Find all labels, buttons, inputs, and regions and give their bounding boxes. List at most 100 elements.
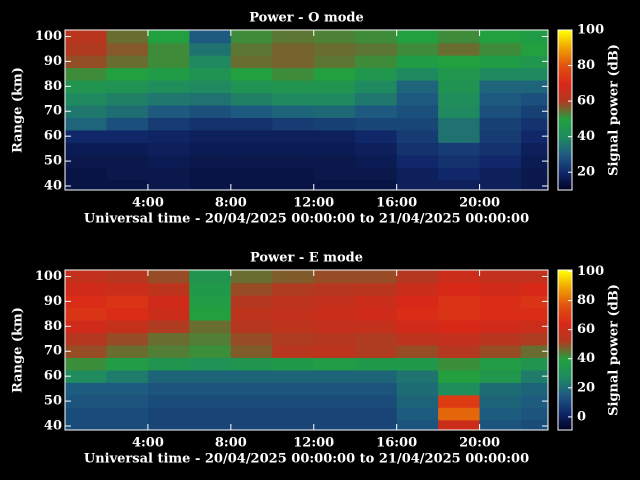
heatmap-cell	[479, 55, 522, 69]
y-tick-label: 70	[44, 344, 62, 359]
y-tick-label: 40	[44, 419, 62, 434]
heatmap-cell	[479, 80, 522, 94]
heatmap-cell	[65, 270, 107, 284]
heatmap-cell	[396, 394, 439, 408]
heatmap-cell	[313, 80, 356, 94]
heatmap-cell	[106, 394, 149, 408]
heatmap-cell	[147, 307, 190, 321]
colorbar-tick-label: 80	[577, 293, 595, 308]
heatmap-cell	[438, 357, 481, 371]
heatmap-cell	[521, 394, 548, 408]
heatmap-cell	[479, 357, 522, 371]
y-tick-label: 80	[44, 319, 62, 334]
colorbar-label: Signal power (dB)	[607, 284, 622, 416]
colorbar-tick-label: 60	[577, 94, 595, 109]
heatmap-cell	[106, 154, 149, 168]
heatmap-cell	[65, 42, 107, 56]
heatmap-cell	[438, 419, 481, 430]
heatmap-cell	[355, 179, 398, 190]
heatmap-cell	[521, 369, 548, 383]
heatmap-cell	[230, 154, 273, 168]
heatmap-cell	[65, 67, 107, 81]
heatmap-cell	[521, 167, 548, 181]
heatmap-cell	[272, 117, 315, 131]
y-tick-label: 60	[44, 369, 62, 384]
heatmap-cell	[230, 320, 273, 334]
heatmap-cell	[396, 407, 439, 421]
colorbar-tick-label: 100	[577, 23, 604, 38]
heatmap-cell	[355, 270, 398, 284]
plot-frame	[64, 29, 549, 191]
heatmap-cell	[313, 179, 356, 190]
heatmap-cell	[521, 407, 548, 421]
heatmap-cell	[521, 320, 548, 334]
x-tick-label: 12:00	[293, 196, 334, 211]
heatmap-cell	[355, 295, 398, 309]
heatmap-cell	[521, 129, 548, 143]
heatmap-cell	[438, 105, 481, 118]
heatmap-cell	[189, 167, 232, 181]
heatmap-cell	[355, 80, 398, 94]
heatmap-cell	[313, 270, 356, 284]
heatmap-cell	[355, 282, 398, 296]
colorbar-label: Signal power (dB)	[607, 44, 622, 176]
heatmap-cell	[106, 320, 149, 334]
heatmap-cell	[147, 332, 190, 346]
heatmap-cell	[65, 80, 107, 94]
heatmap-cell	[313, 167, 356, 181]
heatmap-cell	[65, 357, 107, 371]
heatmap-cell	[189, 80, 232, 94]
y-tick-label: 100	[35, 29, 62, 44]
y-tick-label: 60	[44, 129, 62, 144]
heatmap-cell	[189, 105, 232, 118]
heatmap-cell	[521, 357, 548, 371]
heatmap-cell	[230, 30, 273, 44]
x-tick-label: 20:00	[459, 196, 500, 211]
heatmap-cell	[313, 154, 356, 168]
y-tick-label: 70	[44, 104, 62, 119]
heatmap-cell	[521, 154, 548, 168]
heatmap-cell	[313, 369, 356, 383]
heatmap-cell	[189, 357, 232, 371]
heatmap-cell	[65, 142, 107, 156]
heatmap-cell	[396, 419, 439, 430]
heatmap-cell	[147, 357, 190, 371]
heatmap-cell	[147, 142, 190, 156]
heatmap-cell	[189, 55, 232, 69]
heatmap-cell	[396, 55, 439, 69]
heatmap-cell	[396, 142, 439, 156]
panel-title: Power - O mode	[249, 11, 364, 26]
heatmap-cell	[521, 282, 548, 296]
panel: 40 50 60 70 80 90 100 4:00 8:00 12:00 16:00 20:00 Po…	[11, 251, 622, 467]
heatmap-cell	[106, 345, 149, 358]
y-tick-label: 50	[44, 154, 62, 169]
heatmap-cell	[438, 270, 481, 284]
heatmap-cell	[272, 154, 315, 168]
heatmap-cell	[189, 270, 232, 284]
heatmap-cell	[396, 92, 439, 106]
heatmap-cell	[438, 345, 481, 358]
colorbar-frame	[557, 29, 573, 191]
heatmap-cell	[355, 30, 398, 44]
heatmap-cell	[438, 80, 481, 94]
heatmap-cell	[313, 394, 356, 408]
y-tick-label: 50	[44, 394, 62, 409]
heatmap-cell	[230, 394, 273, 408]
heatmap-cell	[396, 345, 439, 358]
heatmap-cell	[272, 282, 315, 296]
heatmap-cell	[438, 382, 481, 396]
heatmap-cell	[438, 30, 481, 44]
heatmap-cell	[65, 394, 107, 408]
y-tick-label: 100	[35, 269, 62, 284]
heatmap-cell	[355, 154, 398, 168]
heatmap-cell	[521, 270, 548, 284]
heatmap-cell	[65, 129, 107, 143]
heatmap-cell	[106, 42, 149, 56]
heatmap-cell	[313, 282, 356, 296]
heatmap-cell	[230, 92, 273, 106]
heatmap-cell	[230, 55, 273, 69]
heatmap-cell	[479, 117, 522, 131]
heatmap-cell	[438, 369, 481, 383]
heatmap-cell	[106, 105, 149, 118]
